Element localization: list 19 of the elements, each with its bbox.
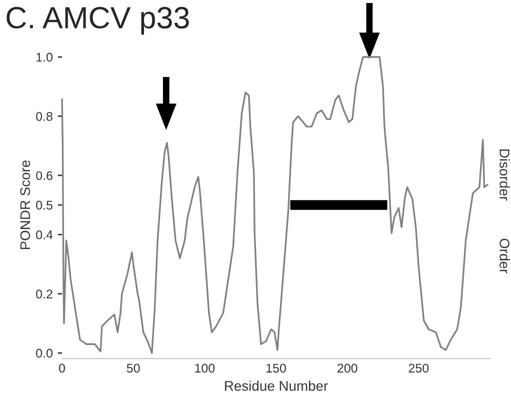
x-tick-label: 250 [408, 364, 429, 373]
y-tick-label: 0.2 [36, 290, 52, 298]
x-tick-label: 200 [338, 364, 358, 373]
text: Disorder [500, 149, 510, 201]
text: Order [500, 238, 510, 274]
x-tick-label: 0 [59, 364, 65, 373]
x-tick-label: 150 [266, 364, 286, 373]
x-axis-title: Residue Number [225, 380, 328, 391]
y-tick-label: 0.6 [36, 171, 52, 180]
line-series [61, 56, 489, 354]
x-tick-label: 100 [195, 364, 215, 373]
y-axis-title: PONDR Score [20, 160, 30, 250]
y-tick-label: 0.4 [36, 230, 53, 240]
y-tick-label: 0.8 [36, 112, 52, 121]
y-tick-label: 1.0 [36, 52, 52, 62]
y-tick-label: 0.0 [36, 348, 52, 358]
chart-title: C. AMCV p33 [6, 6, 189, 35]
x-tick-label: 50 [126, 364, 140, 373]
y-tick-label: 0.5 [36, 200, 52, 210]
